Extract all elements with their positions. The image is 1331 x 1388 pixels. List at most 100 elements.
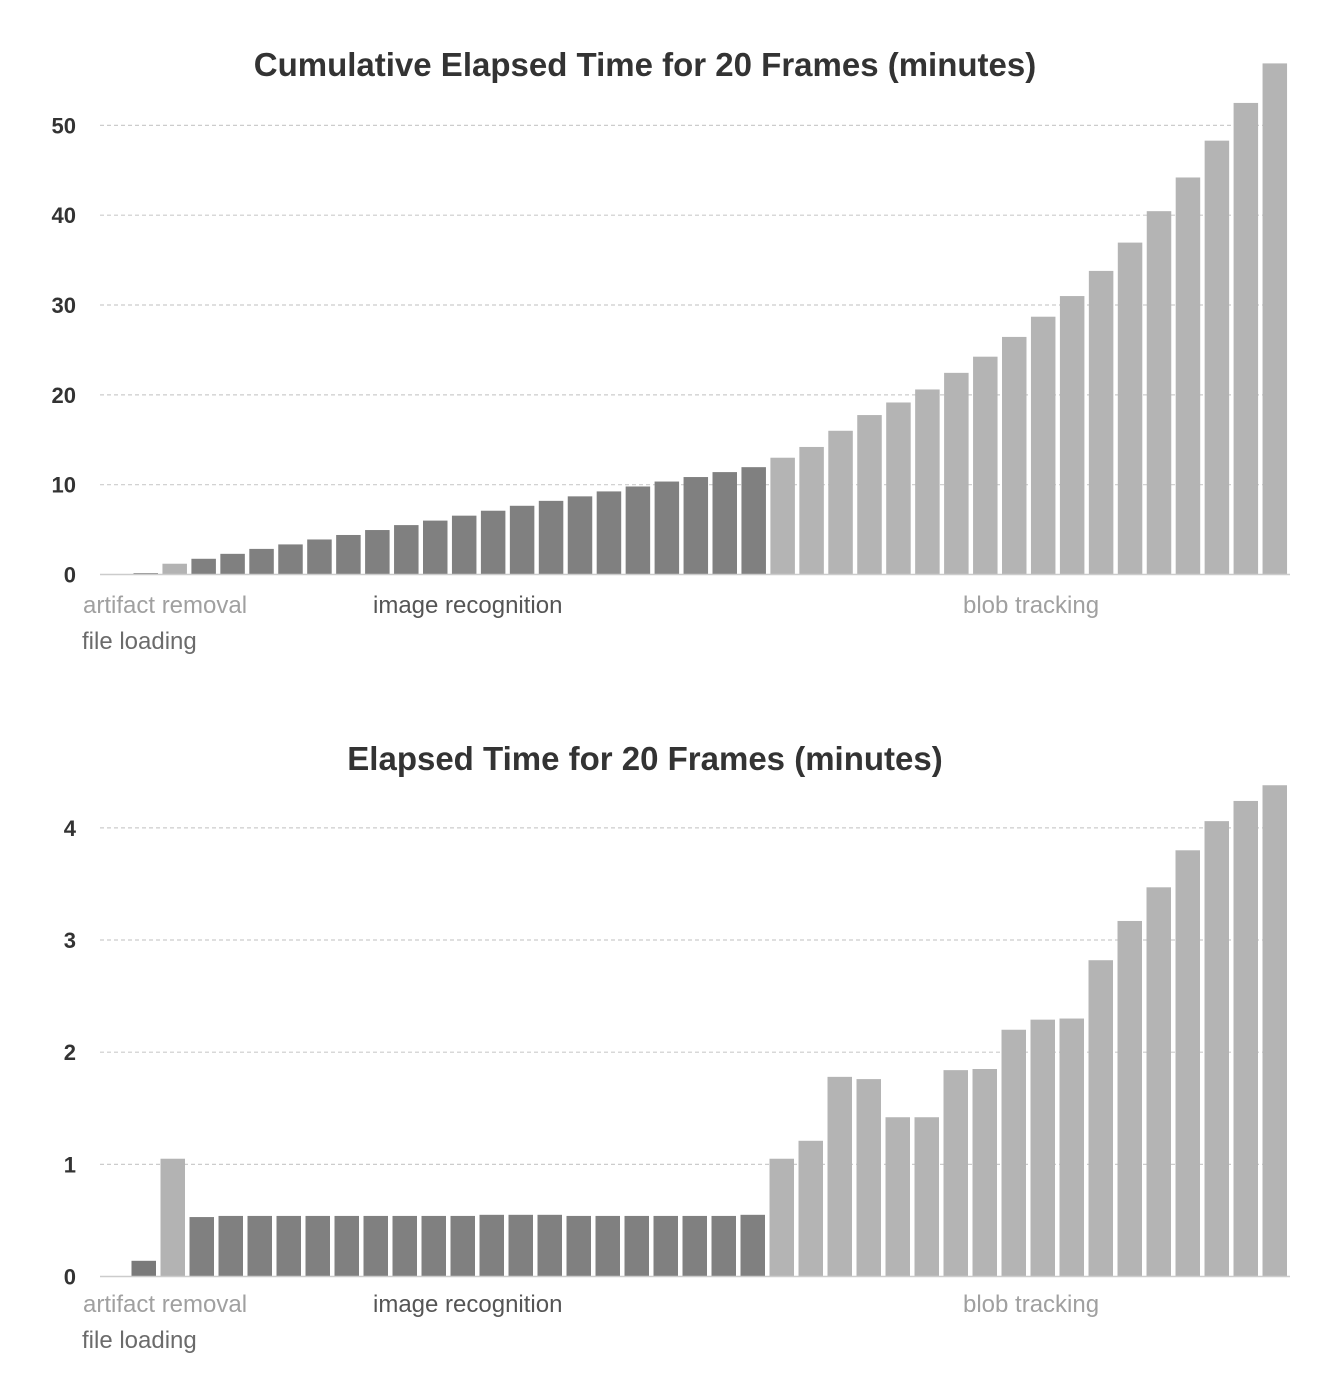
bar	[943, 1070, 968, 1277]
bar	[596, 491, 622, 575]
bar	[799, 446, 824, 575]
y-tick-label: 10	[52, 473, 76, 498]
bar	[1059, 296, 1085, 575]
bar	[624, 1215, 649, 1277]
bar	[886, 402, 911, 575]
y-tick-label: 3	[64, 928, 76, 953]
stage-label-blob-tracking: blob tracking	[963, 1291, 1099, 1318]
bar	[798, 1140, 823, 1277]
bar	[394, 525, 419, 575]
bar	[828, 430, 853, 575]
bar	[1001, 1029, 1026, 1277]
bar	[1233, 800, 1258, 1277]
bar	[827, 1076, 852, 1277]
bar	[1146, 887, 1171, 1277]
bar	[625, 486, 651, 575]
stage-label-blob-tracking: blob tracking	[963, 592, 1099, 619]
y-tick-label: 2	[64, 1040, 76, 1065]
bar	[450, 1215, 475, 1277]
bar	[509, 505, 535, 575]
stage-label-file-loading: file loading	[82, 628, 197, 655]
bar	[1146, 211, 1172, 575]
bar	[451, 515, 477, 575]
stage-label-image-recognition: image recognition	[373, 592, 562, 619]
chart-title: Cumulative Elapsed Time for 20 Frames (m…	[254, 46, 1036, 83]
bar	[1262, 785, 1287, 1277]
stage-label-artifact-removal: artifact removal	[83, 592, 247, 619]
bar	[741, 467, 766, 575]
y-tick-label: 1	[64, 1152, 76, 1177]
bar	[160, 1158, 185, 1277]
stage-label-file-loading: file loading	[82, 1327, 197, 1354]
y-tick-label: 0	[64, 1265, 76, 1290]
bar	[480, 510, 506, 575]
y-tick-label: 20	[52, 383, 76, 408]
bar	[711, 1215, 736, 1277]
y-tick-label: 4	[64, 816, 77, 841]
bar	[1002, 336, 1027, 575]
bar	[363, 1215, 388, 1277]
bar	[712, 472, 737, 575]
y-tick-label: 40	[52, 203, 76, 228]
bar	[1117, 920, 1142, 1277]
bar	[1262, 63, 1288, 575]
bar	[131, 1260, 156, 1277]
bar	[740, 1214, 765, 1277]
elapsed-time-chart: Elapsed Time for 20 Frames (minutes) 0 1 2…	[64, 740, 1290, 1354]
y-tick-label: 50	[52, 113, 76, 138]
bar	[162, 563, 187, 575]
bar	[189, 1217, 214, 1277]
bar	[914, 1117, 939, 1277]
bar	[567, 496, 593, 575]
bar	[421, 1215, 446, 1277]
bar	[857, 415, 882, 575]
bar	[654, 481, 680, 575]
cumulative-elapsed-time-chart: Cumulative Elapsed Time for 20 Frames (m…	[52, 46, 1290, 655]
bar	[247, 1215, 272, 1277]
bar	[1088, 270, 1114, 575]
bar	[508, 1214, 533, 1277]
bar	[336, 534, 361, 575]
bar	[1059, 1018, 1084, 1277]
bar	[1117, 242, 1143, 575]
bar	[1204, 140, 1230, 575]
bar	[392, 1215, 417, 1277]
stage-labels: artifact removal file loading image reco…	[82, 1291, 1099, 1354]
bar	[856, 1079, 881, 1277]
bar	[566, 1215, 591, 1277]
bar	[595, 1215, 620, 1277]
bar	[334, 1215, 359, 1277]
bar	[307, 539, 332, 575]
bar	[1204, 821, 1229, 1277]
bar	[249, 548, 274, 575]
stage-label-image-recognition: image recognition	[373, 1291, 562, 1318]
bar	[479, 1214, 504, 1277]
bar	[915, 389, 940, 575]
bars	[131, 785, 1287, 1277]
bar	[770, 457, 795, 575]
bar	[278, 544, 303, 575]
bar	[218, 1215, 243, 1277]
bar	[276, 1215, 301, 1277]
bar	[191, 558, 216, 575]
bar	[305, 1215, 330, 1277]
y-axis-ticks: 0 1 2 3 4	[64, 816, 77, 1290]
bar	[683, 477, 709, 575]
bars	[133, 63, 1288, 575]
bar	[538, 500, 564, 575]
stage-labels: artifact removal file loading image reco…	[82, 592, 1099, 655]
y-tick-label: 30	[52, 293, 76, 318]
bar	[423, 520, 448, 575]
bar	[682, 1215, 707, 1277]
bar	[972, 1069, 997, 1277]
bar	[1175, 177, 1201, 575]
chart-title: Elapsed Time for 20 Frames (minutes)	[347, 740, 942, 777]
y-tick-label: 0	[64, 563, 76, 588]
bar	[973, 356, 998, 575]
stage-label-artifact-removal: artifact removal	[83, 1291, 247, 1318]
y-axis-ticks: 0 10 20 30 40 50	[52, 113, 76, 587]
bar	[885, 1117, 910, 1277]
bar	[1175, 850, 1200, 1277]
bar	[944, 372, 969, 575]
